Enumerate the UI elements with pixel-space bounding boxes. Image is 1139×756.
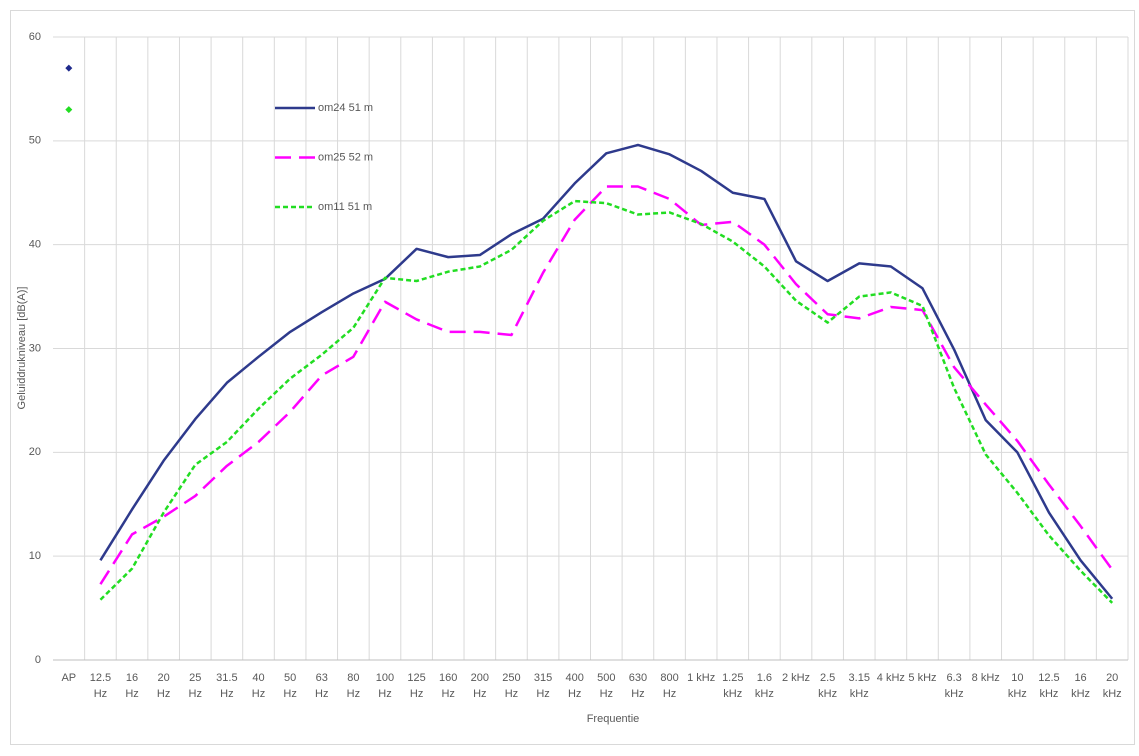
x-tick-label: 10 kHz — [1008, 672, 1027, 700]
x-tick-label: 800 Hz — [660, 672, 678, 700]
x-tick-label: 1 kHz — [687, 672, 715, 684]
x-tick-label: 12.5 Hz — [90, 672, 111, 700]
x-tick-label: 630 Hz — [629, 672, 647, 700]
x-tick-label: 31.5 Hz — [216, 672, 237, 700]
y-tick-label: 10 — [29, 550, 41, 562]
marker — [65, 64, 73, 72]
series-line — [99, 143, 1114, 600]
x-tick-label: 3.15 kHz — [849, 672, 870, 700]
chart-border — [10, 10, 1135, 745]
y-tick-label: 30 — [29, 342, 41, 354]
x-tick-label: 400 Hz — [566, 672, 584, 700]
x-tick-label: 16 kHz — [1071, 672, 1090, 700]
x-tick-label: 50 Hz — [283, 672, 296, 700]
x-tick-label: 500 Hz — [597, 672, 615, 700]
x-tick-label: 2.5 kHz — [818, 672, 837, 700]
x-tick-label: 20 kHz — [1103, 672, 1122, 700]
y-axis-label: Geluiddrukniveau [dB(A)] — [16, 287, 28, 410]
x-tick-label: 100 Hz — [376, 672, 394, 700]
y-tick-label: 0 — [35, 654, 41, 666]
x-tick-label: 5 kHz — [908, 672, 936, 684]
legend-label: om11 51 m — [318, 201, 372, 213]
x-tick-label: 200 Hz — [471, 672, 489, 700]
x-tick-label: 20 Hz — [157, 672, 170, 700]
x-tick-label: 315 Hz — [534, 672, 552, 700]
y-tick-label: 60 — [29, 31, 41, 43]
x-tick-label: 125 Hz — [407, 672, 425, 700]
x-tick-label: 4 kHz — [877, 672, 905, 684]
y-tick-label: 20 — [29, 446, 41, 458]
x-tick-label: 160 Hz — [439, 672, 457, 700]
x-axis-label: Frequentie — [587, 713, 640, 725]
x-tick-label: 8 kHz — [972, 672, 1000, 684]
x-tick-label: 25 Hz — [189, 672, 202, 700]
marker — [65, 106, 73, 114]
x-tick-label: 16 Hz — [125, 672, 138, 700]
series-line — [99, 199, 1114, 604]
x-tick-label: 250 Hz — [502, 672, 520, 700]
x-tick-label: 40 Hz — [252, 672, 265, 700]
x-tick-label: 1.25 kHz — [722, 672, 743, 700]
x-tick-label: 2 kHz — [782, 672, 810, 684]
x-tick-label: 63 Hz — [315, 672, 328, 700]
x-tick-label: 12.5 kHz — [1038, 672, 1059, 700]
x-tick-label: AP — [61, 672, 76, 684]
legend-label: om24 51 m — [318, 102, 373, 114]
series-line — [99, 185, 1114, 585]
x-tick-label: 6.3 kHz — [945, 672, 964, 700]
y-tick-label: 50 — [29, 135, 41, 147]
x-tick-label: 80 Hz — [347, 672, 360, 700]
x-tick-label: 1.6 kHz — [755, 672, 774, 700]
y-tick-label: 40 — [29, 239, 41, 251]
legend-label: om25 52 m — [318, 151, 373, 163]
